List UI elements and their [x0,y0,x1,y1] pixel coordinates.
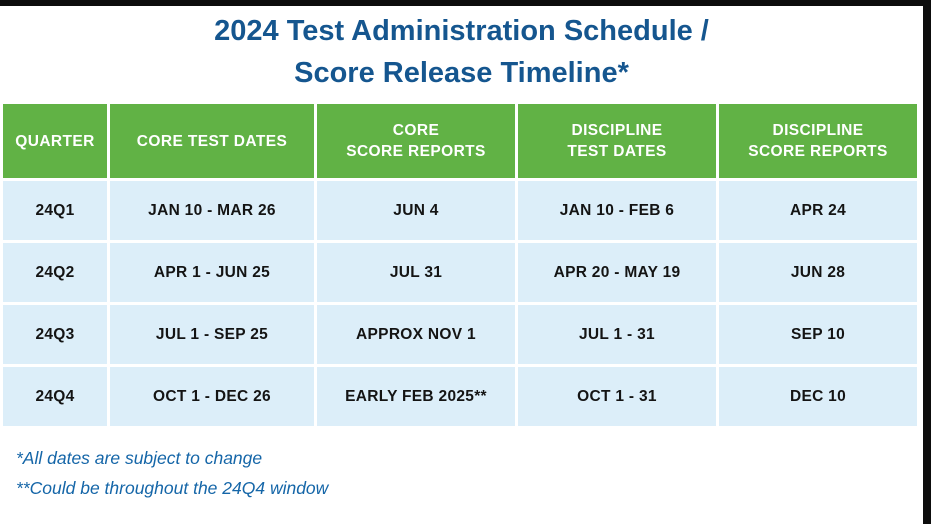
table-row-24q1: 24Q1 JAN 10 - MAR 26 JUN 4 JAN 10 - FEB … [3,181,917,240]
cell-discipline-test-dates: OCT 1 - 31 [518,367,716,426]
schedule-table: QUARTER CORE TEST DATES CORE SCORE REPOR… [0,101,920,429]
cell-core-test-dates: JUL 1 - SEP 25 [110,305,314,364]
top-frame-bar [0,0,931,6]
table-row-24q4: 24Q4 OCT 1 - DEC 26 EARLY FEB 2025** OCT… [3,367,917,426]
cell-discipline-test-dates: APR 20 - MAY 19 [518,243,716,302]
header-cell-discipline-score-reports: DISCIPLINE SCORE REPORTS [719,104,917,178]
header-cell-core-test-dates: CORE TEST DATES [110,104,314,178]
cell-quarter: 24Q1 [3,181,107,240]
cell-discipline-test-dates: JUL 1 - 31 [518,305,716,364]
cell-core-score-reports: EARLY FEB 2025** [317,367,515,426]
cell-discipline-score-reports: JUN 28 [719,243,917,302]
header-cell-quarter: QUARTER [3,104,107,178]
table-row-24q3: 24Q3 JUL 1 - SEP 25 APPROX NOV 1 JUL 1 -… [3,305,917,364]
right-frame-bar [923,0,931,524]
cell-core-test-dates: JAN 10 - MAR 26 [110,181,314,240]
cell-core-test-dates: OCT 1 - DEC 26 [110,367,314,426]
cell-quarter: 24Q4 [3,367,107,426]
cell-core-score-reports: JUL 31 [317,243,515,302]
cell-quarter: 24Q3 [3,305,107,364]
cell-core-score-reports: APPROX NOV 1 [317,305,515,364]
page-title-line-2: Score Release Timeline* [294,57,629,89]
header-cell-discipline-test-dates: DISCIPLINE TEST DATES [518,104,716,178]
cell-discipline-test-dates: JAN 10 - FEB 6 [518,181,716,240]
footnote-dates-subject-to-change: *All dates are subject to change [16,448,263,468]
table-row-24q2: 24Q2 APR 1 - JUN 25 JUL 31 APR 20 - MAY … [3,243,917,302]
page-title: 2024 Test Administration Schedule / Scor… [0,10,923,94]
cell-core-score-reports: JUN 4 [317,181,515,240]
cell-discipline-score-reports: DEC 10 [719,367,917,426]
cell-core-test-dates: APR 1 - JUN 25 [110,243,314,302]
cell-discipline-score-reports: SEP 10 [719,305,917,364]
header-cell-core-score-reports: CORE SCORE REPORTS [317,104,515,178]
cell-discipline-score-reports: APR 24 [719,181,917,240]
slide: 2024 Test Administration Schedule / Scor… [0,6,923,503]
footnote-24q4-window: **Could be throughout the 24Q4 window [16,478,329,498]
cell-quarter: 24Q2 [3,243,107,302]
footnotes: *All dates are subject to change **Could… [16,443,923,503]
table-header-row: QUARTER CORE TEST DATES CORE SCORE REPOR… [3,104,917,178]
page-title-line-1: 2024 Test Administration Schedule / [214,15,709,47]
